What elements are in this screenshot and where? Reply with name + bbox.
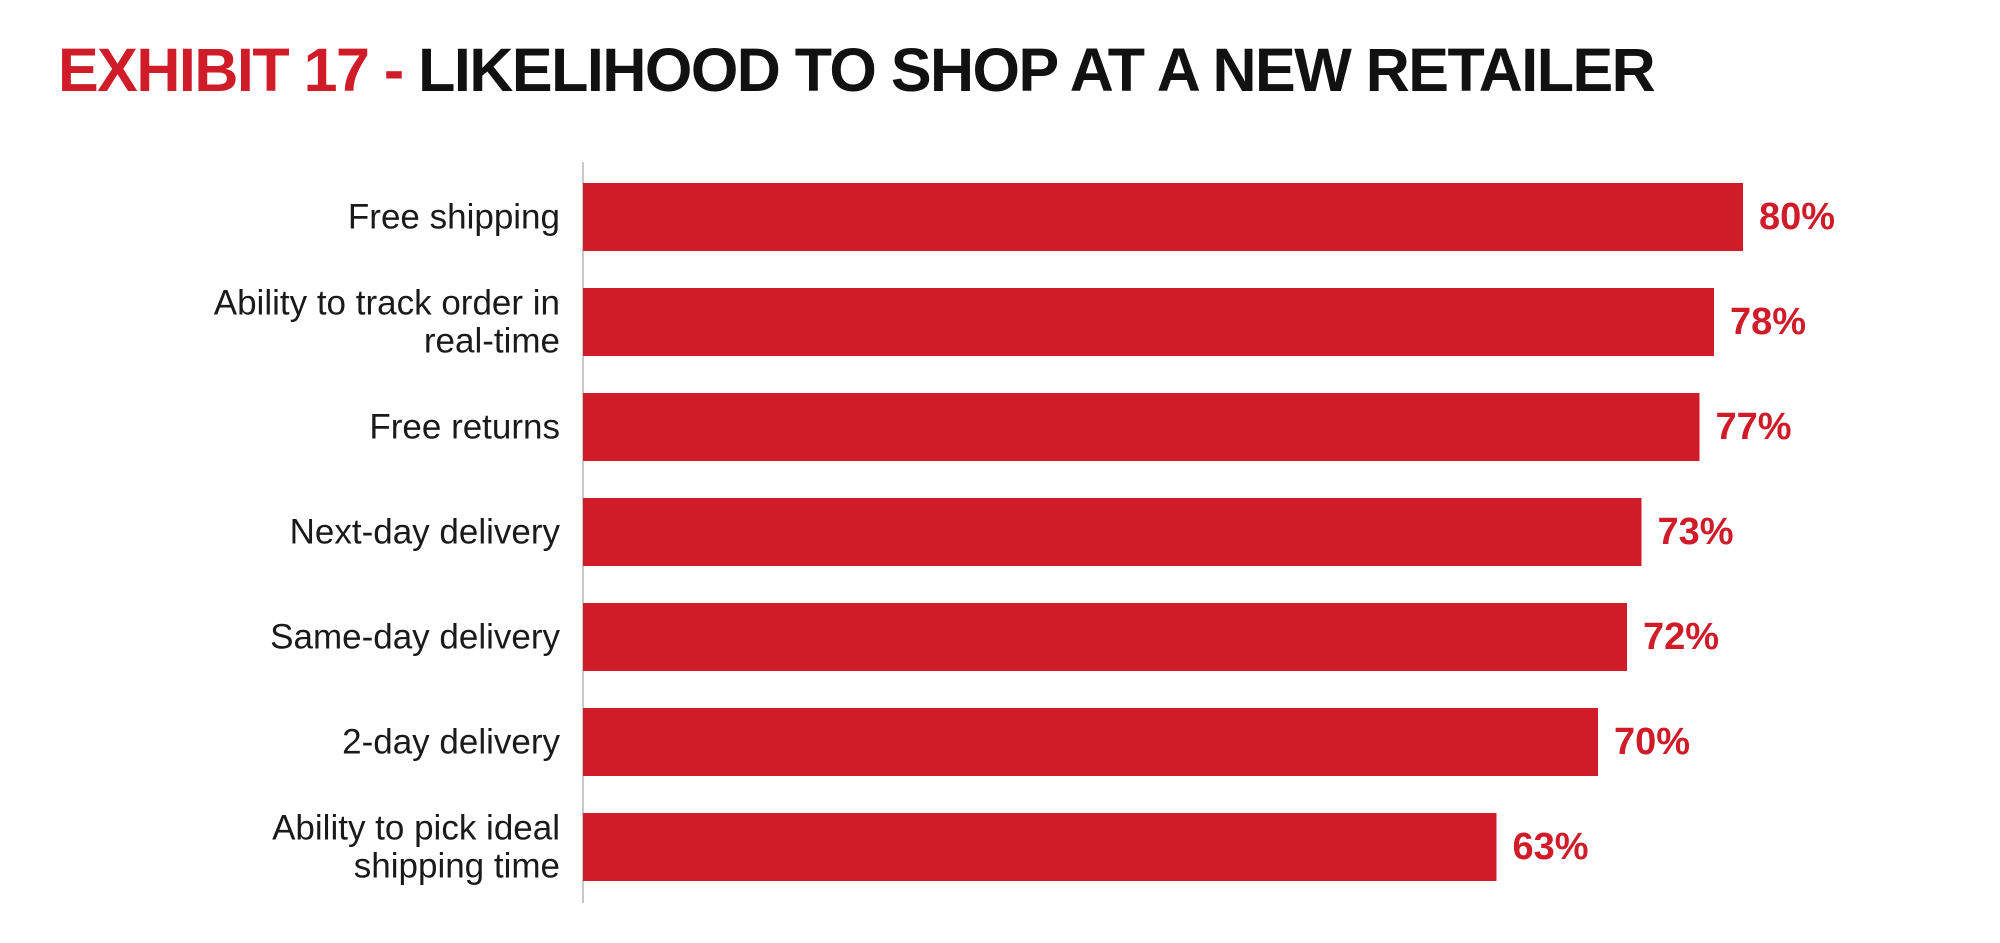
category-labels-group: Free shipping Ability to track order in re…: [214, 198, 561, 886]
category-label-line: real-time: [424, 322, 560, 361]
category-label: Next-day delivery: [290, 513, 561, 552]
bar-value-label: 77%: [1716, 406, 1792, 448]
category-label-line: Next-day delivery: [290, 513, 561, 552]
chart-title-main: LIKELIHOOD TO SHOP AT A NEW RETAILER: [418, 36, 1656, 104]
bar-value-label: 63%: [1513, 826, 1589, 868]
category-label-line: Free returns: [369, 408, 560, 447]
bar: [583, 603, 1627, 671]
bar: [583, 708, 1598, 776]
bar-value-label: 78%: [1730, 301, 1806, 343]
bar: [583, 498, 1642, 566]
category-label: Ability to pick ideal shipping time: [272, 809, 560, 886]
bar: [583, 393, 1700, 461]
category-label-line: Free shipping: [348, 198, 560, 237]
bar-value-label: 80%: [1759, 196, 1835, 238]
bar: [583, 288, 1714, 356]
bars-group: [583, 183, 1743, 881]
category-label: 2-day delivery: [342, 723, 560, 762]
bar-value-label: 73%: [1658, 511, 1734, 553]
bar: [583, 183, 1743, 251]
bar-value-label: 72%: [1643, 616, 1719, 658]
category-label-line: 2-day delivery: [342, 723, 560, 762]
category-label: Same-day delivery: [270, 618, 560, 657]
chart-title: EXHIBIT 17 - LIKELIHOOD TO SHOP AT A NEW…: [58, 34, 1656, 106]
value-labels-group: 80% 78% 77% 73% 72% 70% 63%: [1513, 196, 1836, 868]
chart-title-prefix: EXHIBIT 17 -: [58, 36, 404, 104]
category-label: Free returns: [369, 408, 560, 447]
category-label: Ability to track order in real-time: [214, 284, 560, 361]
category-label-line: shipping time: [354, 847, 560, 886]
category-label-line: Same-day delivery: [270, 618, 560, 657]
bar: [583, 813, 1497, 881]
category-label-line: Ability to track order in: [214, 284, 560, 323]
bar-value-label: 70%: [1614, 721, 1690, 763]
category-label: Free shipping: [348, 198, 560, 237]
category-label-line: Ability to pick ideal: [272, 809, 560, 848]
